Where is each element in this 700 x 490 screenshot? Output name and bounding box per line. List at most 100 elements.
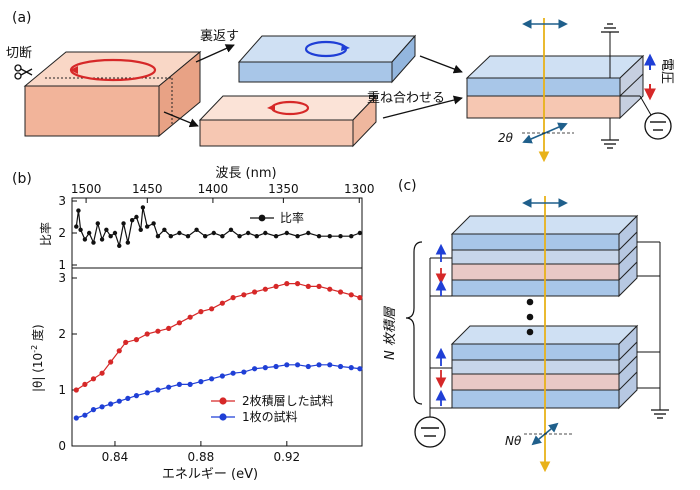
- data-point: [82, 237, 88, 242]
- series-layer: [73, 205, 363, 421]
- data-point: [116, 398, 122, 404]
- data-point: [294, 362, 301, 368]
- wavelength-tick-label: 1350: [268, 182, 299, 196]
- data-point: [166, 384, 172, 390]
- data-point: [108, 359, 114, 365]
- x-tick-label: 0.92: [273, 450, 300, 464]
- data-point: [176, 320, 183, 326]
- data-point: [151, 221, 156, 226]
- theta-yticks: 0 1 2 3: [58, 271, 77, 453]
- panel-b: (b) 波長 (nm) 1500 1450 1400 1350 1300 1 2 3 0 1 2…: [12, 166, 375, 482]
- ellipsis-dot: [526, 298, 534, 306]
- flip-label: 裏返す: [200, 29, 239, 44]
- panel-c-label: (c): [398, 178, 417, 194]
- data-point: [125, 240, 131, 245]
- data-point: [155, 234, 161, 239]
- x-tick-label: 0.88: [188, 450, 215, 464]
- theta-axis-label: |θ| (10-2 度): [30, 324, 45, 392]
- data-point: [316, 283, 322, 289]
- data-point: [228, 227, 234, 232]
- series-1: [73, 281, 363, 393]
- voltage-source-icon: [644, 112, 672, 140]
- cut-label: 切断: [6, 46, 32, 61]
- theta-ytick-label: 1: [58, 383, 66, 397]
- data-point: [140, 205, 146, 210]
- wavelength-axis-label: 波長 (nm): [215, 166, 276, 181]
- series-2: [73, 362, 363, 421]
- data-point: [78, 227, 83, 232]
- data-point: [82, 381, 88, 387]
- data-point: [245, 230, 251, 236]
- data-point: [284, 362, 290, 368]
- data-point: [99, 370, 105, 376]
- data-point: [209, 376, 215, 382]
- panel-a-label: (a): [12, 10, 32, 26]
- ratio-legend: 比率: [250, 210, 304, 225]
- theta-plot-frame: [71, 267, 363, 447]
- data-point: [99, 237, 105, 242]
- data-point: [133, 393, 140, 399]
- data-point: [327, 234, 332, 239]
- data-point: [198, 379, 204, 385]
- data-point: [284, 230, 290, 236]
- theta-legend: 2枚積層した試料 1枚の試料: [211, 393, 334, 424]
- panel-b-label: (b): [12, 171, 32, 187]
- wavelength-tick-label: 1450: [132, 182, 163, 196]
- data-point: [99, 404, 105, 410]
- data-point: [251, 289, 258, 295]
- data-point: [90, 376, 97, 382]
- data-point: [74, 224, 79, 229]
- data-point: [166, 325, 172, 331]
- arrow-to-piece: [163, 111, 199, 128]
- panel-a: (a) 切断 裏返す: [6, 10, 674, 163]
- data-point: [273, 234, 279, 239]
- series-line: [76, 364, 360, 419]
- data-point: [273, 283, 279, 289]
- angle-2theta-label: 2θ: [498, 131, 514, 145]
- data-point: [211, 230, 216, 236]
- data-point: [348, 365, 354, 371]
- data-point: [327, 362, 333, 368]
- legend-one-label: 1枚の試料: [242, 409, 298, 424]
- n-stack-label: N 枚積層: [383, 305, 398, 360]
- arrow-to-flip: [195, 44, 235, 63]
- data-point: [90, 407, 97, 413]
- data-point: [76, 208, 81, 213]
- data-point: [121, 221, 126, 226]
- data-point: [357, 295, 363, 301]
- stack-label: 重ね合わせる: [367, 90, 445, 106]
- energy-axis-label: エネルギー (eV): [162, 467, 258, 482]
- data-point: [108, 401, 114, 407]
- data-point: [123, 339, 129, 345]
- orange-piece: [198, 94, 378, 148]
- data-point: [337, 363, 344, 370]
- data-point: [177, 230, 182, 236]
- data-point: [144, 224, 150, 229]
- data-point: [241, 292, 247, 298]
- data-point: [294, 281, 301, 287]
- data-point: [194, 227, 199, 232]
- data-point: [155, 387, 161, 393]
- data-point: [86, 230, 92, 236]
- data-point: [219, 373, 225, 379]
- data-point: [295, 234, 300, 239]
- stacked-slab: [465, 54, 645, 120]
- upper-stack: [450, 214, 639, 298]
- blue-slab: [237, 34, 417, 84]
- data-point: [251, 366, 258, 372]
- x-tick-label: 0.84: [102, 450, 129, 464]
- data-point: [134, 214, 139, 220]
- data-point: [262, 365, 268, 371]
- data-point: [254, 234, 259, 239]
- data-point: [95, 221, 100, 226]
- data-point: [262, 286, 268, 292]
- ellipsis-dot: [526, 328, 534, 336]
- data-point: [168, 234, 174, 239]
- data-point: [162, 227, 167, 232]
- data-point: [125, 395, 131, 401]
- data-point: [263, 230, 268, 236]
- series-line: [75, 283, 361, 391]
- data-point: [338, 234, 343, 239]
- wavelength-ticks: 1500 1450 1400 1350 1300: [71, 182, 375, 203]
- wavelength-tick-label: 1300: [344, 182, 375, 196]
